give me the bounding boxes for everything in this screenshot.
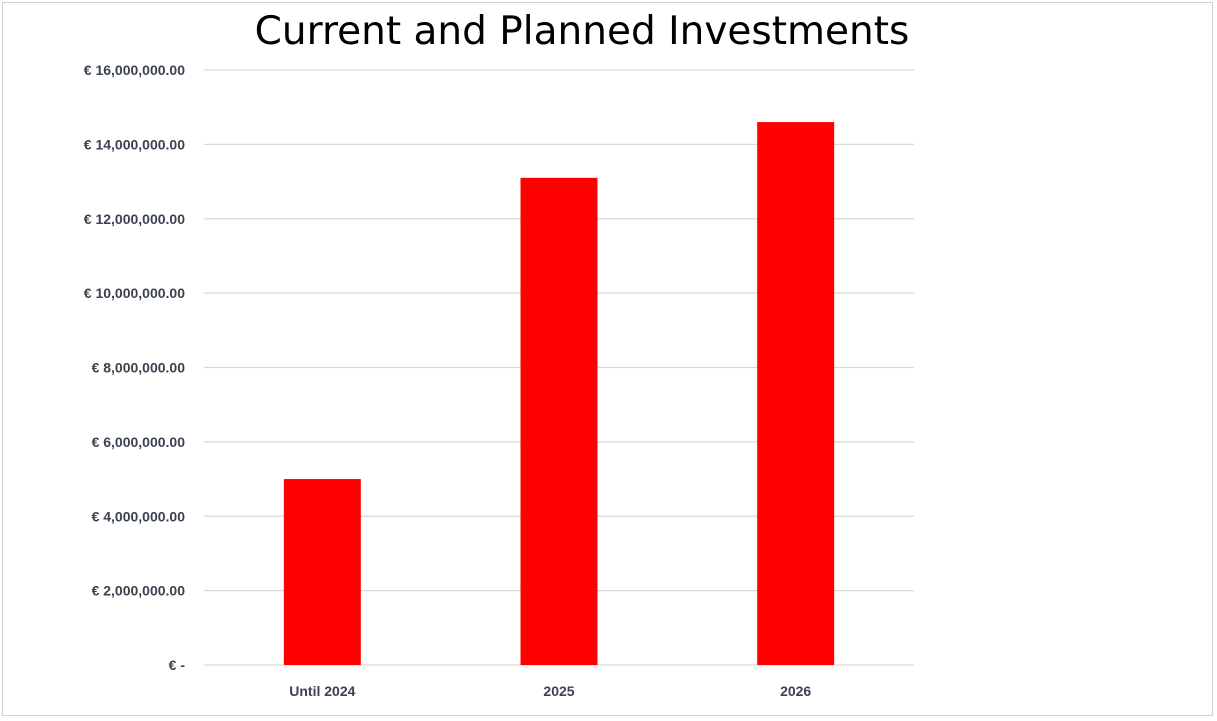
x-tick-label: Until 2024: [289, 683, 355, 699]
y-tick-label: € 6,000,000.00: [92, 434, 186, 450]
x-tick-label: 2026: [780, 683, 811, 699]
bar: [757, 122, 835, 665]
y-tick-label: € 4,000,000.00: [92, 508, 186, 524]
y-tick-label: € 14,000,000.00: [84, 136, 185, 152]
bar: [520, 177, 598, 665]
y-tick-label: € 10,000,000.00: [84, 285, 185, 301]
x-tick-label: 2025: [543, 683, 574, 699]
y-tick-label: € 2,000,000.00: [92, 583, 186, 599]
y-tick-label: € 12,000,000.00: [84, 211, 185, 227]
y-axis-tick-labels: € - € 2,000,000.00 € 4,000,000.00 € 6,000,0…: [84, 62, 186, 673]
y-tick-label: € -: [169, 657, 186, 673]
bars: [283, 122, 835, 665]
chart-title: Current and Planned Investments: [254, 9, 910, 54]
y-tick-label: € 8,000,000.00: [92, 360, 186, 376]
bar: [283, 479, 361, 665]
x-axis-tick-labels: Until 2024 2025 2026: [289, 683, 811, 699]
y-tick-label: € 16,000,000.00: [84, 62, 185, 78]
